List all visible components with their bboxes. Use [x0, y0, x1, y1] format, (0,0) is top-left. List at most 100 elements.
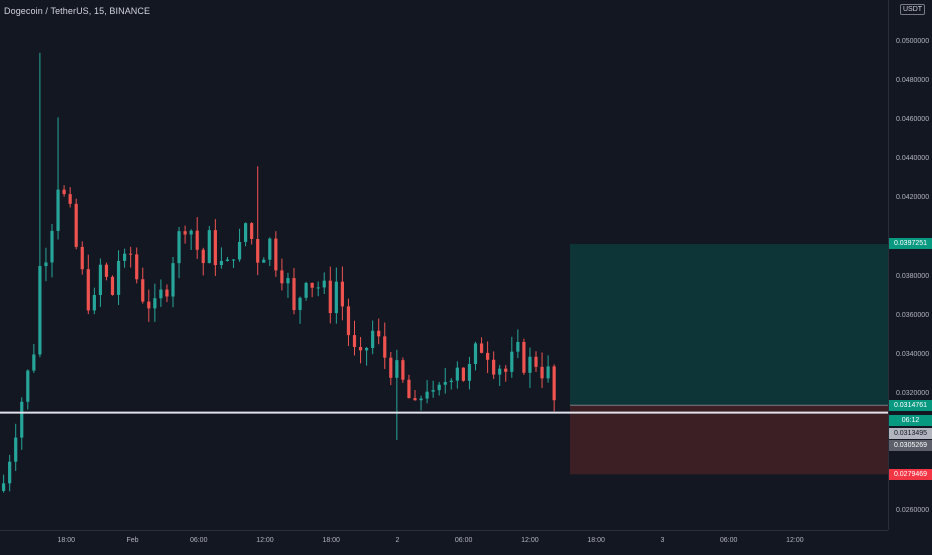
loss-zone[interactable]	[570, 405, 888, 475]
candle-body	[250, 223, 254, 239]
candle-body	[104, 264, 109, 277]
price-tick: 0.0260000	[896, 507, 930, 515]
profit-zone[interactable]	[570, 243, 888, 406]
candles-layer	[2, 52, 556, 493]
candle-body	[528, 356, 532, 373]
candle-body	[431, 390, 435, 392]
candle-body	[56, 189, 60, 231]
candle-body	[44, 262, 48, 267]
candle-body	[486, 352, 490, 360]
candle-body	[352, 335, 357, 347]
candle-body	[540, 366, 544, 379]
candle-body	[449, 380, 453, 383]
candle-body	[310, 282, 314, 288]
candle-body	[534, 356, 538, 367]
candle-body	[522, 341, 526, 373]
price-tick: 0.0420000	[896, 194, 930, 202]
current-price-tag: 0.0313495	[889, 427, 932, 439]
candle-body	[516, 341, 520, 352]
candle-body	[98, 264, 102, 296]
candle-body	[473, 343, 478, 365]
candle-body	[268, 238, 272, 260]
price-tick: 0.0360000	[896, 311, 930, 319]
time-tick: Feb	[126, 537, 139, 544]
symbol-title[interactable]: Dogecoin / TetherUS, 15, BINANCE	[4, 6, 151, 16]
price-tick: 0.0340000	[896, 350, 930, 358]
candle-body	[504, 368, 508, 372]
candle-body	[129, 253, 133, 255]
candle-body	[328, 280, 332, 314]
long-position-tool[interactable]	[570, 243, 888, 475]
candle-body	[225, 259, 230, 261]
currency-badge[interactable]: USDT	[900, 4, 926, 15]
candle-body	[135, 254, 139, 280]
candle-body	[116, 260, 121, 295]
candle-body	[419, 398, 423, 401]
candle-body	[467, 364, 472, 381]
candle-body	[171, 263, 175, 297]
candle-body	[437, 384, 441, 391]
candle-body	[455, 367, 459, 381]
candle-body	[498, 368, 502, 375]
candle-body	[389, 357, 393, 378]
candle-body	[395, 360, 399, 378]
candle-body	[86, 269, 90, 311]
time-axis[interactable]	[0, 530, 888, 551]
take-profit-price-tag[interactable]: 0.0397251	[889, 238, 932, 250]
line-price-tag[interactable]: 0.0305269	[889, 439, 932, 451]
time-tick: 12:00	[256, 537, 274, 544]
candle-body	[183, 231, 187, 235]
price-axis[interactable]	[888, 0, 932, 530]
candle-body	[443, 382, 447, 385]
candle-body	[274, 238, 278, 271]
candle-body	[123, 253, 127, 261]
candle-body	[510, 351, 514, 372]
candle-body	[213, 230, 217, 266]
candle-body	[177, 231, 181, 264]
candle-body	[244, 223, 248, 242]
time-tick: 18:00	[322, 537, 340, 544]
price-tick: 0.0480000	[896, 77, 930, 85]
candle-body	[201, 249, 205, 264]
candle-body	[14, 437, 18, 462]
entry-price-tag[interactable]: 0.0314761	[889, 399, 932, 411]
price-tick: 0.0460000	[896, 116, 930, 124]
time-tick: 2	[395, 537, 400, 544]
time-tick: 3	[660, 537, 665, 544]
candle-body	[334, 281, 338, 314]
candle-body	[280, 270, 284, 284]
candle-body	[32, 354, 36, 371]
price-tick: 0.0440000	[896, 155, 930, 163]
time-tick: 18:00	[57, 537, 75, 544]
candle-body	[50, 230, 54, 263]
candle-body	[365, 348, 369, 351]
candle-body	[141, 279, 145, 302]
time-tick: 18:00	[587, 537, 605, 544]
candle-body	[346, 306, 351, 336]
candle-body	[322, 280, 326, 288]
candle-body	[219, 260, 223, 266]
candle-body	[492, 359, 496, 375]
candle-body	[74, 203, 78, 247]
candle-body	[237, 241, 242, 260]
candle-body	[262, 259, 266, 263]
candle-body	[340, 281, 344, 307]
candle-body	[20, 401, 24, 438]
candle-body	[407, 379, 411, 399]
time-tick: 06:00	[454, 537, 473, 544]
candle-body	[195, 230, 199, 250]
candle-body	[92, 295, 96, 311]
candle-body	[316, 287, 320, 289]
time-tick: 06:00	[189, 537, 208, 544]
price-tick: 0.0320000	[896, 390, 930, 398]
candle-body	[413, 398, 417, 401]
candle-body	[38, 266, 42, 355]
candle-body	[62, 189, 66, 195]
candle-body	[159, 289, 163, 299]
price-tick: 0.0500000	[896, 38, 930, 46]
candle-body	[383, 336, 387, 358]
candle-body	[371, 330, 375, 349]
stop-loss-price-tag[interactable]: 0.0279469	[889, 468, 932, 480]
